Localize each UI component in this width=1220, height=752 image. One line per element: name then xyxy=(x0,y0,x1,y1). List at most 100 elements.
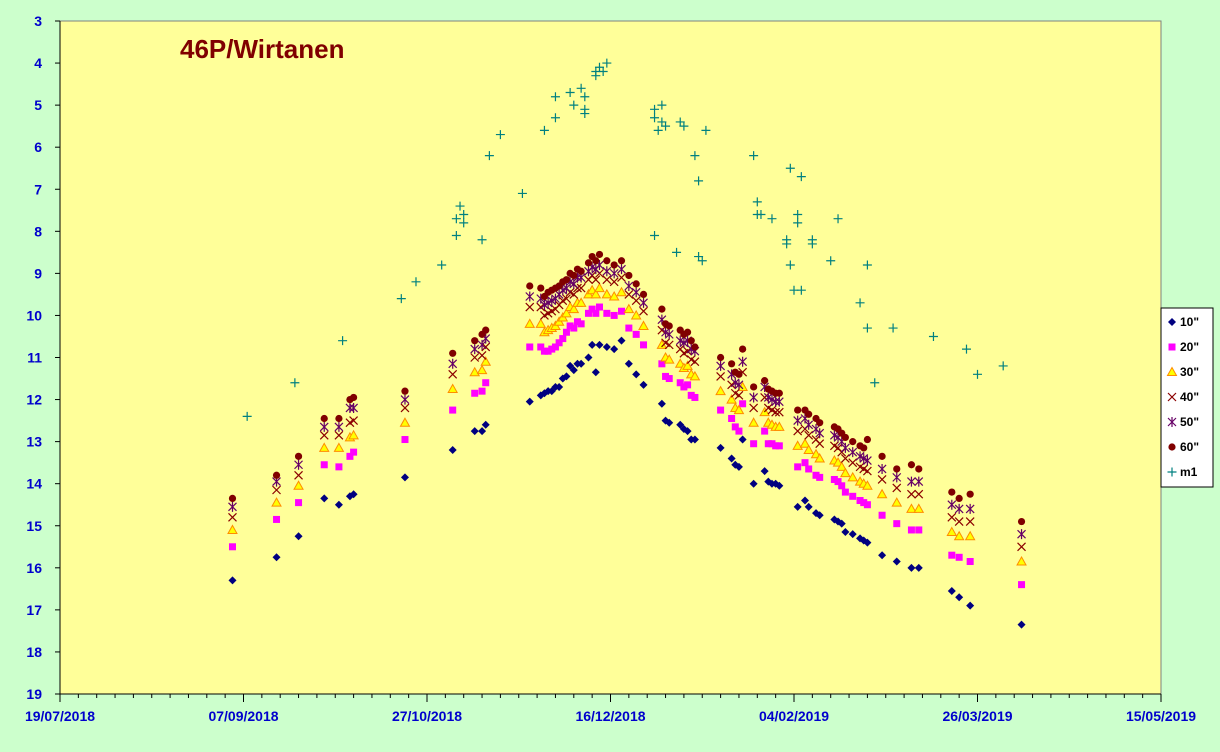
data-point xyxy=(451,231,461,241)
data-point xyxy=(805,465,813,473)
data-point xyxy=(760,393,770,402)
data-point xyxy=(840,442,850,453)
data-point xyxy=(964,530,976,541)
data-point xyxy=(815,511,824,520)
data-point xyxy=(848,530,857,539)
data-point xyxy=(625,271,633,280)
data-point xyxy=(734,462,743,471)
x-tick-label: 07/09/2018 xyxy=(208,708,278,724)
plot-area xyxy=(59,20,1162,695)
data-point xyxy=(623,303,635,314)
data-point xyxy=(726,394,737,404)
data-point xyxy=(966,601,975,610)
data-point xyxy=(653,125,663,135)
data-point xyxy=(228,494,237,503)
data-point xyxy=(610,311,618,319)
data-point xyxy=(290,378,300,388)
data-point xyxy=(592,257,600,265)
data-point xyxy=(689,370,701,381)
data-point xyxy=(973,369,982,379)
data-point xyxy=(907,476,916,487)
data-point xyxy=(639,290,648,299)
data-point xyxy=(658,305,666,313)
data-point xyxy=(694,252,704,262)
data-point xyxy=(961,344,971,354)
data-point xyxy=(948,551,956,559)
data-point xyxy=(855,298,865,308)
data-point xyxy=(1018,581,1026,589)
x-tick-label: 27/10/2018 xyxy=(392,708,462,724)
data-point xyxy=(617,336,626,345)
data-point xyxy=(966,558,974,566)
data-point xyxy=(477,235,487,245)
data-point xyxy=(739,400,747,408)
x-tick-label: 26/03/2019 xyxy=(942,708,1012,724)
data-point xyxy=(690,435,699,444)
data-point xyxy=(816,419,824,427)
data-point xyxy=(592,309,600,317)
data-point xyxy=(624,359,633,368)
data-point xyxy=(334,421,344,432)
data-point xyxy=(584,353,593,362)
data-point xyxy=(687,337,695,345)
data-point xyxy=(870,378,880,388)
data-point xyxy=(227,524,238,534)
data-point xyxy=(793,426,803,436)
data-point xyxy=(346,452,354,460)
legend-label: 10" xyxy=(1180,315,1199,329)
data-point xyxy=(293,480,304,490)
data-point xyxy=(562,372,571,381)
y-tick-label: 10 xyxy=(26,307,42,323)
data-point xyxy=(728,414,736,422)
data-point xyxy=(876,488,888,499)
data-point xyxy=(841,488,849,496)
data-point xyxy=(955,593,964,602)
data-point xyxy=(650,231,660,241)
data-point xyxy=(577,359,586,368)
legend-label: 30" xyxy=(1180,365,1199,379)
data-point xyxy=(602,342,611,351)
data-point xyxy=(683,328,692,336)
data-point xyxy=(580,104,590,114)
data-point xyxy=(576,283,586,293)
data-point xyxy=(775,442,783,450)
data-point xyxy=(632,280,640,288)
data-point xyxy=(630,309,642,320)
data-point xyxy=(965,517,975,526)
data-point xyxy=(400,403,410,413)
y-tick-label: 7 xyxy=(34,181,42,197)
data-point xyxy=(907,461,916,469)
data-point xyxy=(588,305,596,313)
data-point xyxy=(664,329,674,340)
data-point xyxy=(749,479,758,488)
data-point xyxy=(562,294,571,304)
legend-marker xyxy=(1167,467,1177,477)
data-point xyxy=(320,461,328,469)
data-point xyxy=(738,435,747,444)
data-point xyxy=(834,478,842,486)
data-point xyxy=(524,318,536,328)
data-point xyxy=(550,92,560,102)
data-point xyxy=(794,406,802,414)
data-point xyxy=(727,454,736,463)
data-point xyxy=(1017,620,1026,629)
legend-label: m1 xyxy=(1180,465,1198,479)
data-point xyxy=(610,345,619,354)
data-point xyxy=(272,553,281,562)
data-point xyxy=(577,267,585,275)
y-tick-label: 11 xyxy=(27,350,42,366)
data-point xyxy=(856,497,864,505)
data-point xyxy=(734,390,744,400)
data-point xyxy=(348,429,359,440)
data-point xyxy=(598,66,608,76)
data-point xyxy=(796,172,806,182)
data-point xyxy=(877,463,887,474)
data-point xyxy=(295,499,303,507)
data-point xyxy=(476,364,488,375)
data-point xyxy=(609,277,619,287)
data-point xyxy=(907,526,915,534)
data-point xyxy=(841,433,849,442)
data-point xyxy=(715,385,726,396)
data-point xyxy=(576,83,586,93)
data-point xyxy=(690,357,700,367)
